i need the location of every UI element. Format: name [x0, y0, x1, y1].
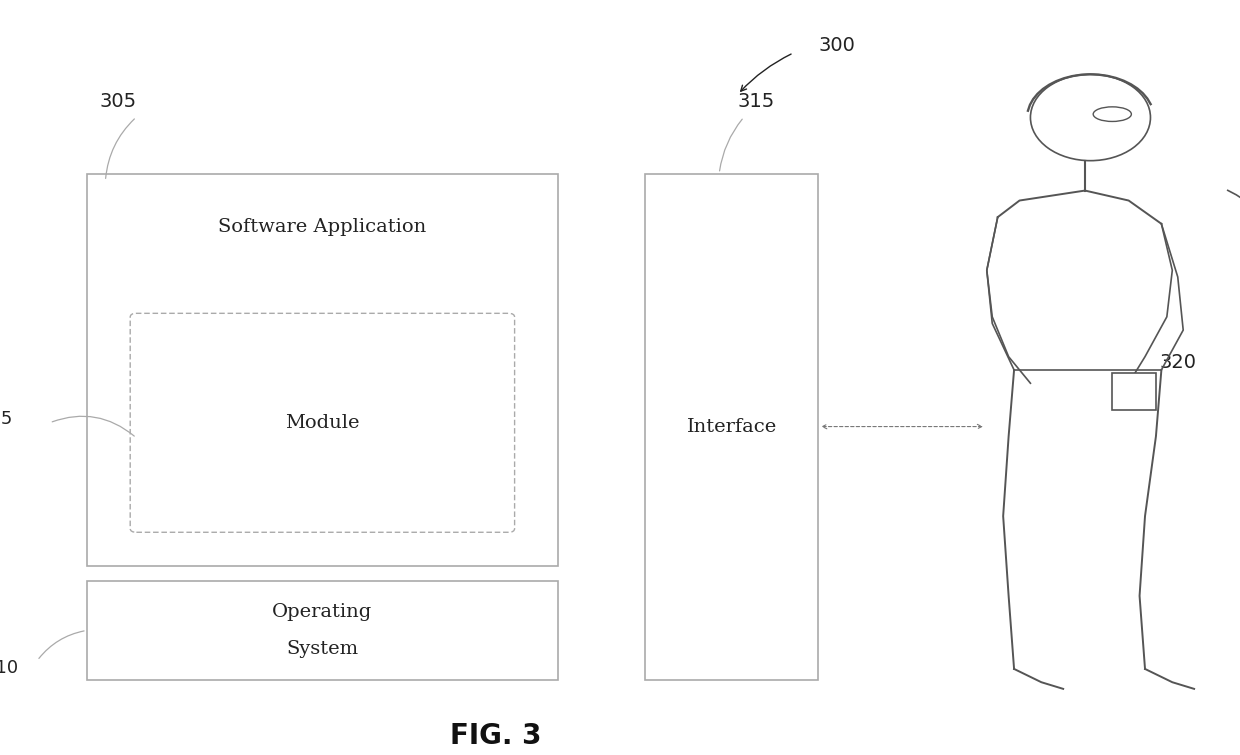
- Text: 310: 310: [0, 659, 19, 677]
- Text: Module: Module: [285, 414, 360, 432]
- Text: 125: 125: [0, 410, 12, 428]
- Text: Interface: Interface: [687, 418, 776, 436]
- Text: System: System: [286, 640, 358, 658]
- Text: 320: 320: [1159, 353, 1197, 372]
- Bar: [645, 174, 818, 680]
- Text: 305: 305: [99, 92, 136, 112]
- Text: 315: 315: [738, 92, 775, 112]
- Text: Operating: Operating: [273, 602, 372, 621]
- Ellipse shape: [1030, 74, 1151, 161]
- Text: Software Application: Software Application: [218, 217, 427, 236]
- Bar: [87, 174, 558, 566]
- Bar: [87, 581, 558, 680]
- Bar: [1112, 373, 1156, 410]
- Text: 300: 300: [818, 35, 856, 55]
- Text: FIG. 3: FIG. 3: [450, 722, 542, 750]
